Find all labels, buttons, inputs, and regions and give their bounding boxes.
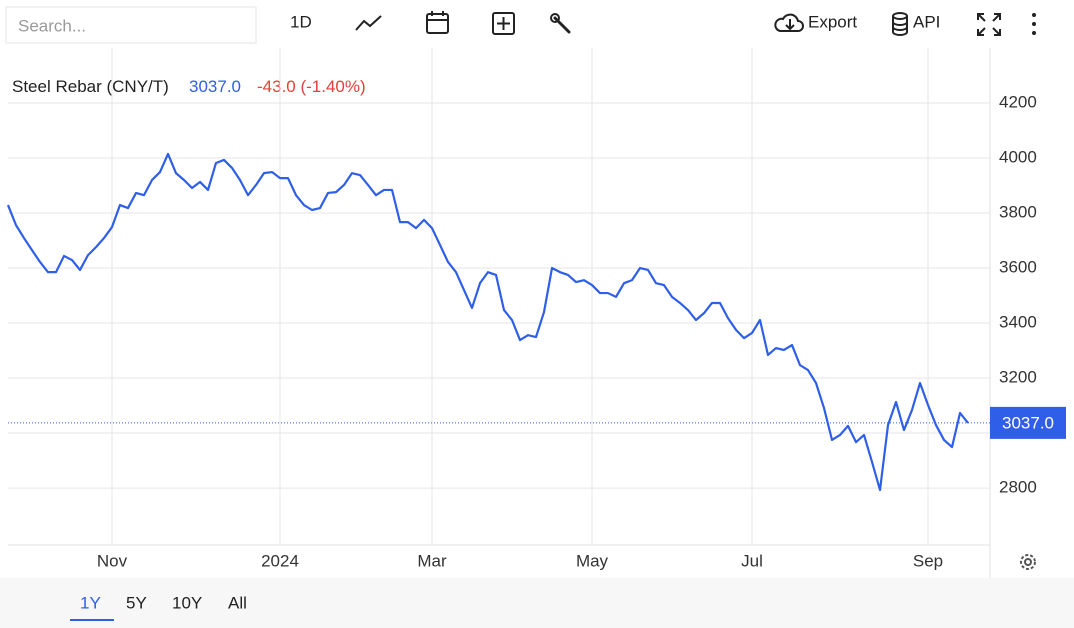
menu-icon[interactable] xyxy=(1032,13,1036,35)
period-button[interactable]: 1Y xyxy=(80,593,101,612)
y-tick-label: 3800 xyxy=(999,203,1037,222)
export-icon[interactable] xyxy=(774,13,804,32)
chart-title: Steel Rebar (CNY/T) xyxy=(12,77,169,96)
chart-type-icon[interactable] xyxy=(355,15,382,31)
settings-wrench-icon[interactable] xyxy=(550,13,571,34)
chart-header: Steel Rebar (CNY/T) 3037.0 -43.0 (-1.40%… xyxy=(12,77,366,96)
period-bar xyxy=(0,578,1074,628)
api-button[interactable]: API xyxy=(913,12,940,31)
period-button[interactable]: All xyxy=(228,593,247,612)
y-tick-label: 4000 xyxy=(999,148,1037,167)
api-icon[interactable] xyxy=(892,12,908,36)
last-price: 3037.0 xyxy=(189,77,241,96)
last-price-label: 3037.0 xyxy=(1002,413,1054,432)
y-tick-label: 3600 xyxy=(999,258,1037,277)
last-price-box xyxy=(990,406,1066,439)
x-tick-label: Nov xyxy=(97,551,128,570)
x-tick-label: Mar xyxy=(417,551,447,570)
period-button[interactable]: 5Y xyxy=(126,593,147,612)
x-tick-label: May xyxy=(576,551,609,570)
gear-icon[interactable] xyxy=(1020,554,1036,570)
interval-button[interactable]: 1D xyxy=(290,12,312,31)
export-button[interactable]: Export xyxy=(808,12,857,31)
y-tick-label: 4200 xyxy=(999,92,1037,111)
period-button[interactable]: 10Y xyxy=(172,593,202,612)
search-box[interactable] xyxy=(5,6,257,44)
price-change: -43.0 (-1.40%) xyxy=(257,77,366,96)
x-tick-label: Sep xyxy=(913,551,943,570)
x-tick-label: 2024 xyxy=(261,551,299,570)
y-tick-label: 3200 xyxy=(999,368,1037,387)
y-tick-label: 3400 xyxy=(999,313,1037,332)
price-line xyxy=(6,152,969,492)
add-indicator-icon[interactable] xyxy=(492,12,515,35)
y-tick-label: 2800 xyxy=(999,478,1037,497)
period-selected-underline xyxy=(70,619,114,621)
fullscreen-icon[interactable] xyxy=(977,13,1001,36)
search-placeholder: Search... xyxy=(18,16,86,35)
calendar-icon[interactable] xyxy=(426,11,449,34)
x-tick-label: Jul xyxy=(741,551,763,570)
